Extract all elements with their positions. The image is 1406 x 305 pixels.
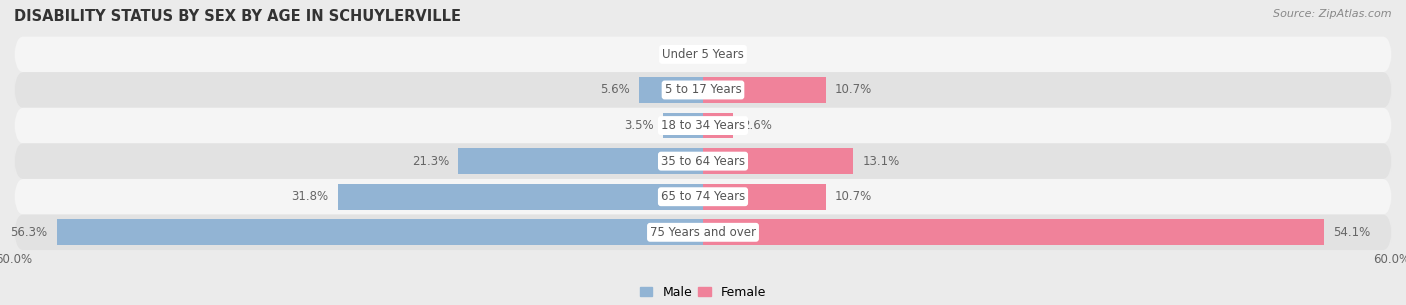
FancyBboxPatch shape xyxy=(14,37,1392,72)
Bar xyxy=(337,184,703,210)
Text: 2.6%: 2.6% xyxy=(742,119,772,132)
Text: 5.6%: 5.6% xyxy=(600,84,630,96)
Bar xyxy=(703,220,1324,245)
FancyBboxPatch shape xyxy=(14,179,1392,214)
Bar xyxy=(56,220,703,245)
FancyBboxPatch shape xyxy=(14,143,1392,179)
Text: 13.1%: 13.1% xyxy=(863,155,900,168)
Text: 5 to 17 Years: 5 to 17 Years xyxy=(665,84,741,96)
Text: 10.7%: 10.7% xyxy=(835,190,872,203)
Bar xyxy=(703,148,853,174)
Bar xyxy=(703,113,733,138)
Text: 54.1%: 54.1% xyxy=(1333,226,1371,239)
Text: 0.0%: 0.0% xyxy=(659,48,689,61)
Text: 56.3%: 56.3% xyxy=(10,226,48,239)
Text: 18 to 34 Years: 18 to 34 Years xyxy=(661,119,745,132)
Text: 0.0%: 0.0% xyxy=(717,48,747,61)
Text: 21.3%: 21.3% xyxy=(412,155,450,168)
Text: 3.5%: 3.5% xyxy=(624,119,654,132)
Text: 10.7%: 10.7% xyxy=(835,84,872,96)
Bar xyxy=(638,77,703,103)
Bar xyxy=(703,184,825,210)
FancyBboxPatch shape xyxy=(14,72,1392,108)
Text: Source: ZipAtlas.com: Source: ZipAtlas.com xyxy=(1274,9,1392,19)
Text: DISABILITY STATUS BY SEX BY AGE IN SCHUYLERVILLE: DISABILITY STATUS BY SEX BY AGE IN SCHUY… xyxy=(14,9,461,24)
Text: 65 to 74 Years: 65 to 74 Years xyxy=(661,190,745,203)
FancyBboxPatch shape xyxy=(14,108,1392,143)
Bar xyxy=(662,113,703,138)
Bar xyxy=(458,148,703,174)
Bar xyxy=(703,77,825,103)
Legend: Male, Female: Male, Female xyxy=(636,281,770,304)
FancyBboxPatch shape xyxy=(14,214,1392,250)
Text: Under 5 Years: Under 5 Years xyxy=(662,48,744,61)
Text: 31.8%: 31.8% xyxy=(291,190,329,203)
Text: 35 to 64 Years: 35 to 64 Years xyxy=(661,155,745,168)
Text: 75 Years and over: 75 Years and over xyxy=(650,226,756,239)
